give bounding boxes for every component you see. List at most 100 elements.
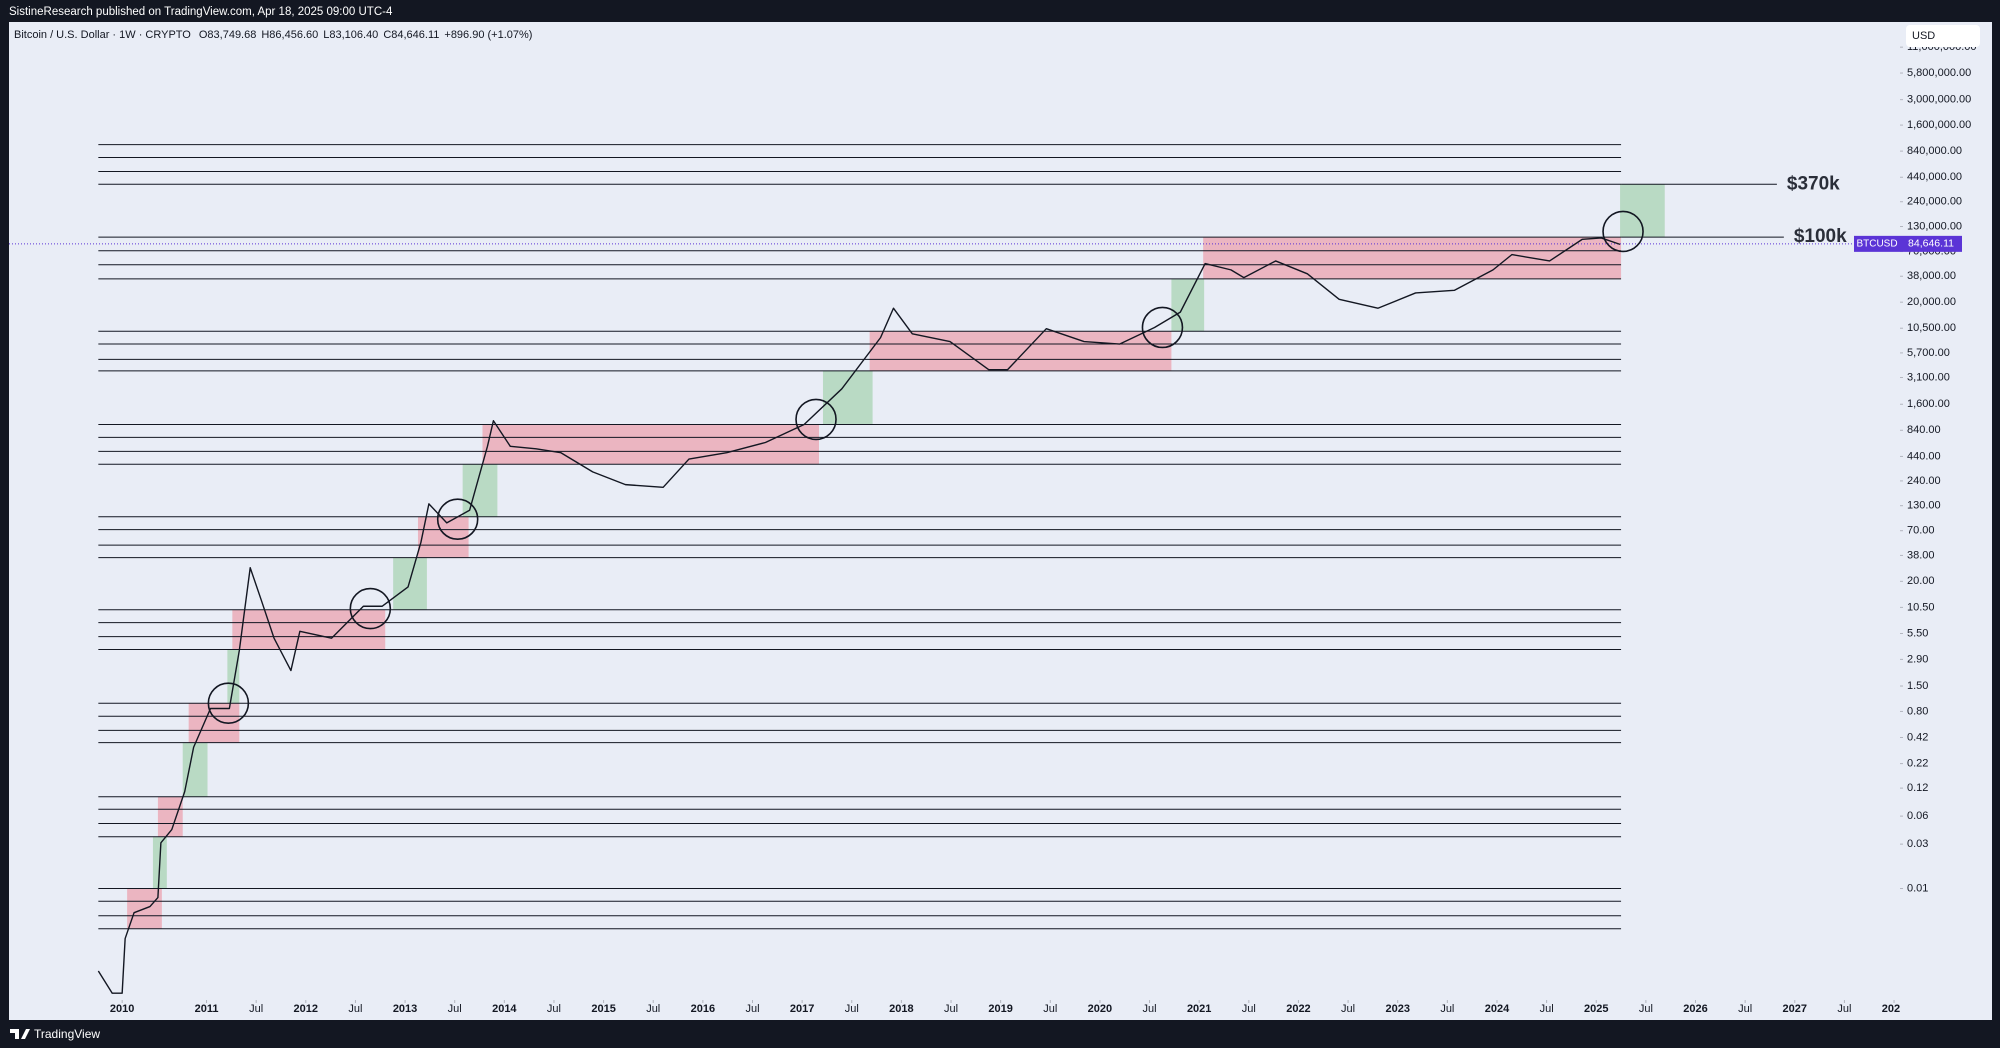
x-tick-label: 2017 bbox=[790, 1003, 814, 1015]
breakout-box bbox=[182, 742, 208, 797]
open: O83,749.68 bbox=[199, 29, 257, 41]
x-tick-label: 2027 bbox=[1783, 1003, 1807, 1015]
x-tick-label: 2028 bbox=[1882, 1003, 1906, 1015]
x-tick-label: 2010 bbox=[110, 1003, 134, 1015]
y-tick-label: 0.03 bbox=[1907, 838, 1928, 850]
x-tick-label: Jul bbox=[1540, 1003, 1554, 1015]
x-tick-label: Jul bbox=[348, 1003, 362, 1015]
x-tick-label: Jul bbox=[1341, 1003, 1355, 1015]
y-tick-label: 10.50 bbox=[1907, 601, 1935, 613]
x-tick-label: 2015 bbox=[591, 1003, 615, 1015]
range-box bbox=[1203, 237, 1622, 279]
range-box bbox=[232, 609, 386, 650]
y-tick-label: 5.50 bbox=[1907, 627, 1928, 639]
y-tick-label: 3,000,000.00 bbox=[1907, 94, 1971, 106]
x-tick-label: Jul bbox=[646, 1003, 660, 1015]
low: L83,106.40 bbox=[323, 29, 378, 41]
y-tick-label: 20.00 bbox=[1907, 575, 1935, 587]
x-tick-label: 2019 bbox=[988, 1003, 1012, 1015]
breakout-box bbox=[393, 557, 427, 610]
price-tag bbox=[1900, 235, 1962, 252]
x-tick-label: Jul bbox=[249, 1003, 263, 1015]
range-box bbox=[482, 424, 820, 465]
x-tick-label: Jul bbox=[1242, 1003, 1256, 1015]
footer-bar bbox=[0, 1020, 2000, 1048]
breakout-box bbox=[227, 649, 240, 704]
y-tick-label: 70.00 bbox=[1907, 525, 1935, 537]
symbol-tag-label: BTCUSD bbox=[1856, 239, 1897, 250]
x-tick-label: 2024 bbox=[1485, 1003, 1510, 1015]
y-tick-label: 38.00 bbox=[1907, 549, 1935, 561]
y-tick-label: 3,100.00 bbox=[1907, 371, 1950, 383]
x-tick-label: 2012 bbox=[294, 1003, 318, 1015]
x-tick-label: 2020 bbox=[1088, 1003, 1112, 1015]
y-tick-label: 0.80 bbox=[1907, 705, 1928, 717]
y-tick-label: 840.00 bbox=[1907, 424, 1941, 436]
x-tick-label: Jul bbox=[1143, 1003, 1157, 1015]
y-tick-label: 0.01 bbox=[1907, 882, 1928, 894]
y-tick-label: 1,600.00 bbox=[1907, 398, 1950, 410]
brand: TradingView bbox=[34, 1027, 100, 1041]
y-tick-label: 5,800,000.00 bbox=[1907, 67, 1971, 79]
y-tick-label: 2.90 bbox=[1907, 653, 1928, 665]
x-tick-label: Jul bbox=[745, 1003, 759, 1015]
x-tick-label: Jul bbox=[448, 1003, 462, 1015]
x-tick-label: 2018 bbox=[889, 1003, 913, 1015]
x-tick-label: 2013 bbox=[393, 1003, 417, 1015]
change: +896.90 (+1.07%) bbox=[444, 29, 532, 41]
x-tick-label: 2016 bbox=[691, 1003, 715, 1015]
price-line bbox=[97, 237, 1621, 994]
highlight-circle bbox=[436, 498, 479, 541]
highlight-circle bbox=[207, 682, 250, 725]
x-axis: 2010 2011 Jul 2012 Jul 2013 Jul 2014 Jul 2015 Jul 2… bbox=[110, 1000, 1906, 1015]
price-tag-label: 84,646.11 bbox=[1908, 238, 1954, 250]
breakout-box bbox=[822, 370, 873, 425]
currency-box[interactable] bbox=[1906, 25, 1980, 47]
x-tick-label: Jul bbox=[845, 1003, 859, 1015]
y-tick-label: 240.00 bbox=[1907, 475, 1941, 487]
currency[interactable]: USD bbox=[1912, 30, 1935, 42]
x-tick-label: Jul bbox=[1837, 1003, 1851, 1015]
plot-background bbox=[9, 22, 1992, 1020]
legend: Bitcoin / U.S. Dollar · 1W · CRYPTO O83,7… bbox=[14, 29, 532, 41]
y-tick-label: 10,500.00 bbox=[1907, 322, 1956, 334]
x-tick-label: 2025 bbox=[1584, 1003, 1608, 1015]
breakout-box bbox=[1171, 278, 1205, 332]
plot: $370k $100k bbox=[9, 144, 1900, 994]
x-tick-label: 2014 bbox=[492, 1003, 517, 1015]
y-tick-label: 0.06 bbox=[1907, 810, 1928, 822]
x-tick-label: 2011 bbox=[195, 1003, 219, 1015]
y-tick-label: 0.42 bbox=[1907, 731, 1928, 743]
x-tick-label: Jul bbox=[1639, 1003, 1653, 1015]
publisher: SistineResearch published on TradingView… bbox=[9, 6, 393, 18]
highlight-circle bbox=[795, 398, 837, 441]
range-box bbox=[869, 331, 1172, 371]
annotation-label: $100k bbox=[1794, 226, 1847, 247]
x-tick-label: 2026 bbox=[1683, 1003, 1707, 1015]
x-tick-label: 2022 bbox=[1286, 1003, 1310, 1015]
brand-logo bbox=[10, 1029, 30, 1039]
y-tick-label: 130,000.00 bbox=[1907, 220, 1962, 232]
y-tick-label: 5,700.00 bbox=[1907, 347, 1950, 359]
y-tick-label: 20,000.00 bbox=[1907, 296, 1956, 308]
x-tick-label: Jul bbox=[547, 1003, 561, 1015]
y-tick-label: 440.00 bbox=[1907, 450, 1941, 462]
highlight-circle bbox=[349, 587, 392, 630]
y-tick-label: 130.00 bbox=[1907, 500, 1941, 512]
x-tick-label: Jul bbox=[1738, 1003, 1752, 1015]
y-tick-label: 1,600,000.00 bbox=[1907, 119, 1971, 131]
x-tick-label: Jul bbox=[1440, 1003, 1454, 1015]
range-box bbox=[157, 796, 183, 837]
x-tick-label: 2021 bbox=[1187, 1003, 1211, 1015]
y-tick-label: 440,000.00 bbox=[1907, 171, 1962, 183]
y-tick-label: 0.12 bbox=[1907, 782, 1928, 794]
y-tick-label: 240,000.00 bbox=[1907, 196, 1962, 208]
range-box bbox=[417, 516, 469, 558]
highlight-circle bbox=[1141, 306, 1184, 349]
x-tick-label: 2023 bbox=[1385, 1003, 1409, 1015]
symbol-name: Bitcoin / U.S. Dollar · 1W · CRYPTO bbox=[14, 29, 191, 41]
y-tick-label: 840,000.00 bbox=[1907, 145, 1962, 157]
high: H86,456.60 bbox=[261, 29, 318, 41]
